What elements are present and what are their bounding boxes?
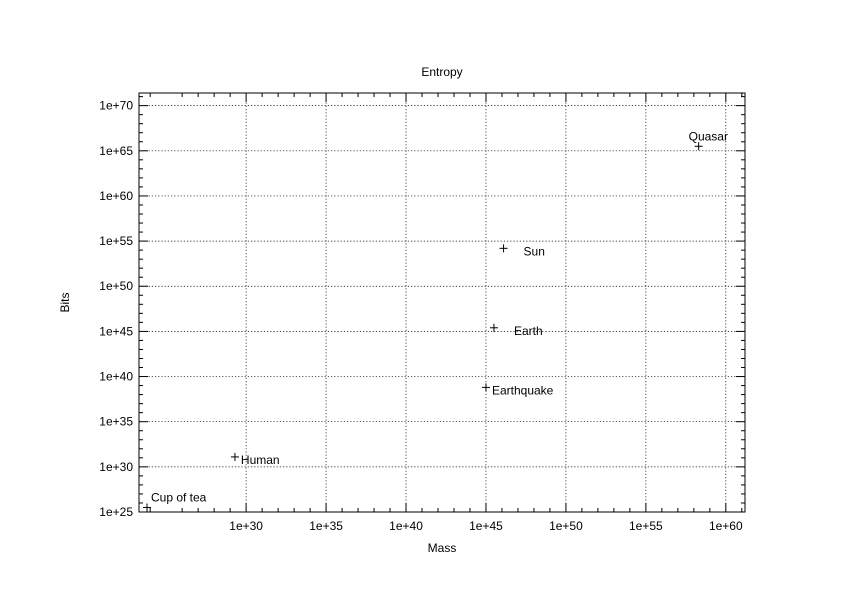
- x-tick-label: 1e+40: [389, 519, 423, 533]
- y-axis-label: Bits: [58, 292, 72, 312]
- data-point: Cup of tea: [142, 490, 207, 512]
- y-tick-label: 1e+60: [99, 189, 133, 203]
- point-label: Sun: [524, 244, 545, 258]
- y-tick-label: 1e+70: [99, 99, 133, 113]
- x-tick-label: 1e+30: [229, 519, 263, 533]
- point-label: Cup of tea: [151, 490, 207, 504]
- y-tick-label: 1e+40: [99, 370, 133, 384]
- x-tick-label: 1e+50: [549, 519, 583, 533]
- chart-title: Entropy: [421, 65, 462, 79]
- x-tick-label: 1e+45: [469, 519, 503, 533]
- tick-marks: [139, 93, 745, 513]
- y-tick-labels: 1e+25 1e+30 1e+35 1e+40 1e+45 1e+50 1e+55 1e+60…: [99, 99, 133, 519]
- data-point: Human: [230, 452, 280, 467]
- x-tick-label: 1e+35: [309, 519, 343, 533]
- y-tick-label: 1e+50: [99, 279, 133, 293]
- point-label: Quasar: [689, 129, 728, 143]
- point-label: Human: [241, 453, 280, 467]
- data-point: Earthquake: [481, 383, 554, 397]
- data-points: Cup of tea Human Earthquake Earth Sun Quasar: [142, 129, 728, 512]
- data-point: Sun: [499, 244, 545, 258]
- y-tick-label: 1e+55: [99, 234, 133, 248]
- y-tick-label: 1e+65: [99, 144, 133, 158]
- x-tick-labels: 1e+30 1e+35 1e+40 1e+45 1e+50 1e+55 1e+60: [229, 519, 743, 533]
- x-axis-label: Mass: [428, 541, 457, 555]
- y-tick-label: 1e+35: [99, 415, 133, 429]
- x-tick-label: 1e+55: [629, 519, 663, 533]
- data-point: Earth: [489, 323, 543, 338]
- x-tick-label: 1e+60: [709, 519, 743, 533]
- data-point: Quasar: [689, 129, 728, 151]
- y-tick-label: 1e+30: [99, 460, 133, 474]
- point-label: Earthquake: [492, 383, 554, 397]
- y-tick-label: 1e+25: [99, 505, 133, 519]
- plot-frame: [138, 92, 746, 513]
- point-label: Earth: [514, 324, 543, 338]
- grid-lines: [139, 93, 745, 513]
- y-tick-label: 1e+45: [99, 324, 133, 338]
